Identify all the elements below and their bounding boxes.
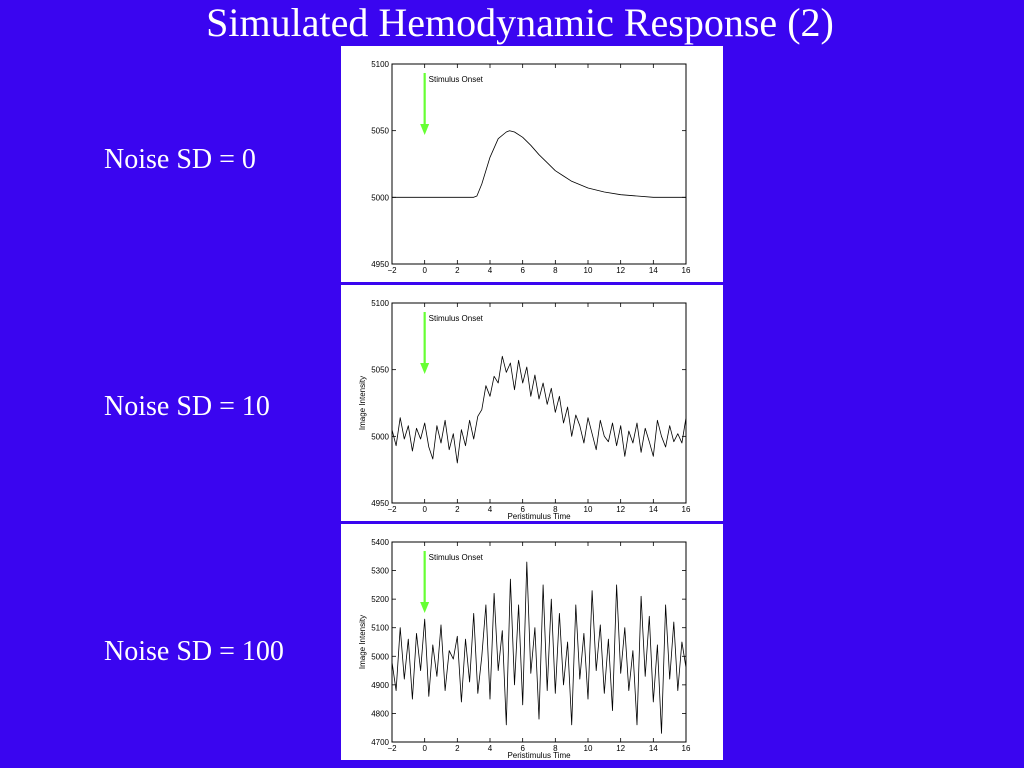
response-line bbox=[391, 355, 687, 464]
y-tick-label: 5300 bbox=[371, 567, 389, 576]
stimulus-onset-arrow-head bbox=[420, 363, 430, 374]
x-tick-label: 14 bbox=[649, 266, 658, 275]
x-tick-label: 16 bbox=[682, 744, 691, 753]
y-tick-label: 5000 bbox=[371, 652, 389, 661]
chart-panel-noise-0: −2 0 2 4 6 8 10 12 14 16 4950 5000 5050 5100 Stimulus … bbox=[341, 46, 723, 282]
response-line bbox=[392, 130, 686, 198]
x-axis-label: Peristimulus Time bbox=[507, 512, 571, 521]
x-tick-label: −2 bbox=[387, 744, 397, 753]
x-axis-label: Peristimulus Time bbox=[507, 751, 571, 760]
stimulus-onset-label: Stimulus Onset bbox=[429, 314, 484, 323]
x-tick-label: 6 bbox=[520, 505, 525, 514]
noise-sd-10-label: Noise SD = 10 bbox=[104, 391, 270, 422]
y-axis-label: Image Intensity bbox=[358, 376, 367, 430]
y-tick-label: 4950 bbox=[371, 260, 389, 269]
x-tick-label: 2 bbox=[455, 505, 460, 514]
x-tick-label: 12 bbox=[616, 266, 625, 275]
stimulus-onset-label: Stimulus Onset bbox=[429, 553, 484, 562]
y-tick-label: 4700 bbox=[371, 738, 389, 747]
x-tick-label: 6 bbox=[520, 744, 525, 753]
y-tick-label: 5000 bbox=[371, 193, 389, 202]
x-tick-label: 0 bbox=[422, 505, 427, 514]
x-tick-label: 8 bbox=[553, 505, 558, 514]
plot-frame bbox=[391, 541, 687, 743]
chart-noise-10: −2 0 2 4 6 8 10 12 14 16 4950 5000 5050 5100 Stimulus … bbox=[358, 299, 691, 521]
y-axis-label: Image Intensity bbox=[358, 615, 367, 669]
x-tick-label: 8 bbox=[553, 744, 558, 753]
x-tick-label: 10 bbox=[584, 505, 593, 514]
x-tick-label: −2 bbox=[387, 266, 397, 275]
stimulus-onset-arrow-head bbox=[420, 602, 430, 613]
x-tick-label: 0 bbox=[422, 744, 427, 753]
stimulus-onset-arrow-head bbox=[420, 124, 430, 135]
x-tick-label: −2 bbox=[387, 505, 397, 514]
x-tick-label: 10 bbox=[584, 266, 593, 275]
slide-title: Simulated Hemodynamic Response (2) bbox=[206, 0, 834, 45]
x-tick-label: 2 bbox=[455, 744, 460, 753]
plot-frame bbox=[391, 63, 687, 265]
chart-noise-0: −2 0 2 4 6 8 10 12 14 16 4950 5000 5050 5100 Stimulus … bbox=[371, 60, 691, 275]
x-tick-label: 16 bbox=[682, 266, 691, 275]
y-tick-label: 5050 bbox=[371, 366, 389, 375]
x-tick-label: 10 bbox=[584, 744, 593, 753]
x-tick-label: 4 bbox=[488, 744, 493, 753]
y-tick-label: 5100 bbox=[371, 299, 389, 308]
y-tick-label: 4900 bbox=[371, 681, 389, 690]
x-tick-label: 0 bbox=[422, 266, 427, 275]
x-tick-label: 2 bbox=[455, 266, 460, 275]
x-tick-label: 4 bbox=[488, 505, 493, 514]
y-tick-label: 5050 bbox=[371, 127, 389, 136]
noise-sd-0-label: Noise SD = 0 bbox=[104, 144, 256, 175]
x-tick-label: 8 bbox=[553, 266, 558, 275]
chart-panel-noise-10: −2 0 2 4 6 8 10 12 14 16 4950 5000 5050 5100 Stimulus … bbox=[341, 285, 723, 521]
chart-panel-noise-100: −2 0 2 4 6 8 10 12 14 16 4700 4800 4900 5000 5100 5200 5… bbox=[341, 524, 723, 760]
stimulus-onset-label: Stimulus Onset bbox=[429, 75, 484, 84]
y-tick-label: 5000 bbox=[371, 432, 389, 441]
plot-frame bbox=[391, 302, 687, 504]
y-tick-label: 5400 bbox=[371, 538, 389, 547]
y-tick-label: 5100 bbox=[371, 60, 389, 69]
x-tick-label: 14 bbox=[649, 505, 658, 514]
x-tick-label: 6 bbox=[520, 266, 525, 275]
y-tick-label: 5100 bbox=[371, 624, 389, 633]
x-tick-label: 12 bbox=[616, 505, 625, 514]
x-tick-label: 4 bbox=[488, 266, 493, 275]
y-tick-label: 5200 bbox=[371, 595, 389, 604]
y-tick-label: 4800 bbox=[371, 709, 389, 718]
x-tick-label: 12 bbox=[616, 744, 625, 753]
chart-noise-100: −2 0 2 4 6 8 10 12 14 16 4700 4800 4900 5000 5100 5200 5… bbox=[358, 538, 691, 760]
response-line bbox=[391, 561, 687, 734]
noise-sd-100-label: Noise SD = 100 bbox=[104, 636, 284, 667]
y-tick-label: 4950 bbox=[371, 499, 389, 508]
x-tick-label: 14 bbox=[649, 744, 658, 753]
x-tick-label: 16 bbox=[682, 505, 691, 514]
